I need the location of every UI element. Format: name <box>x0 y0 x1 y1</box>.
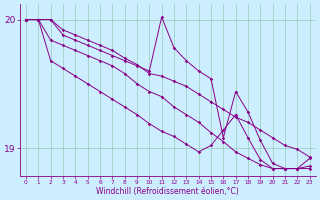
X-axis label: Windchill (Refroidissement éolien,°C): Windchill (Refroidissement éolien,°C) <box>96 187 239 196</box>
